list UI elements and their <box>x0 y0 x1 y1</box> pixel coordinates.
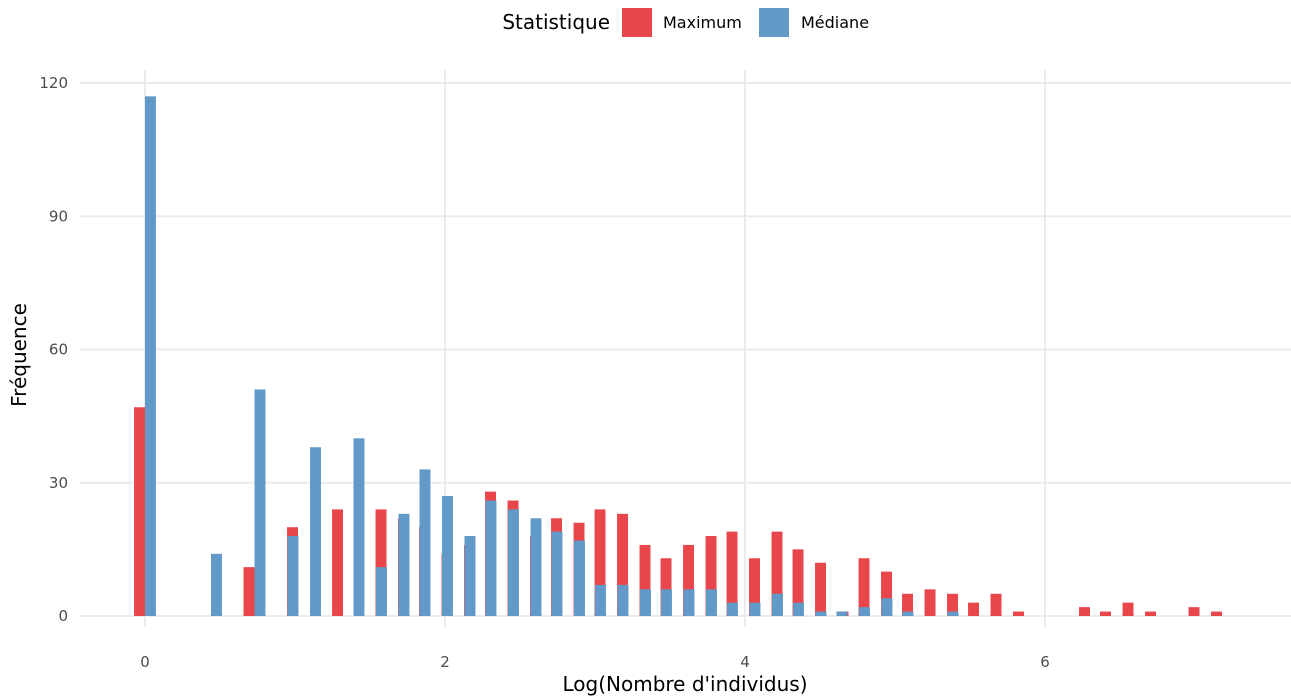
bar-mediane <box>617 584 629 616</box>
bar-mediane <box>376 567 387 616</box>
x-tick-label: 2 <box>440 653 450 671</box>
y-tick-label: 60 <box>49 341 68 359</box>
bar-maximum <box>1013 611 1024 616</box>
bar-mediane <box>464 536 476 616</box>
legend-label-mediane: Médiane <box>801 13 869 32</box>
bar-mediane <box>508 509 519 616</box>
x-axis-ticks: 0 2 4 6 <box>140 653 1050 671</box>
bar-maximum <box>332 509 343 616</box>
legend-title: Statistique <box>502 10 610 34</box>
bar-maximum <box>617 513 628 616</box>
x-tick-label: 0 <box>140 653 150 671</box>
bar-maximum <box>1100 611 1111 616</box>
bar-maximum <box>726 531 738 616</box>
bar-maximum <box>881 571 892 616</box>
x-tick-label: 4 <box>740 653 750 671</box>
bar-mediane <box>310 447 321 616</box>
bar-maximum <box>683 544 694 616</box>
bar-mediane <box>793 602 804 616</box>
bars <box>134 96 1222 617</box>
bar-maximum <box>243 567 255 616</box>
bar-mediane <box>485 500 497 616</box>
bar-maximum <box>1122 602 1134 616</box>
bar-maximum <box>968 602 979 616</box>
bar-mediane <box>683 589 695 616</box>
bar-maximum <box>639 544 651 616</box>
bar-mediane <box>419 469 431 616</box>
bar-maximum <box>771 531 783 616</box>
bar-mediane <box>772 593 783 616</box>
bar-maximum <box>858 558 870 616</box>
legend-swatch-mediane <box>759 8 789 37</box>
y-tick-label: 0 <box>58 607 68 625</box>
bar-maximum <box>594 509 606 616</box>
bar-mediane <box>706 589 717 616</box>
bar-maximum <box>705 536 717 616</box>
bar-mediane <box>836 611 848 616</box>
bar-maximum <box>924 589 936 616</box>
legend-swatch-maximum <box>622 8 652 37</box>
y-tick-label: 30 <box>49 474 68 492</box>
bar-mediane <box>859 607 870 616</box>
legend-label-maximum: Maximum <box>663 13 742 32</box>
bar-mediane <box>727 602 738 616</box>
bar-maximum <box>660 558 672 616</box>
bar-maximum <box>902 593 913 616</box>
bar-maximum <box>134 407 145 616</box>
bar-maximum <box>1211 611 1222 616</box>
y-axis-title: Fréquence <box>7 303 31 407</box>
bar-mediane <box>595 584 606 616</box>
bar-mediane <box>947 611 959 616</box>
bar-maximum <box>1079 607 1090 616</box>
y-tick-label: 120 <box>39 74 68 92</box>
y-tick-label: 90 <box>49 207 68 225</box>
bar-mediane <box>640 589 651 616</box>
bar-mediane <box>749 602 761 616</box>
bar-mediane <box>881 598 893 616</box>
bar-mediane <box>254 389 266 616</box>
bar-maximum <box>990 593 1002 616</box>
bar-mediane <box>353 438 365 616</box>
bar-mediane <box>574 540 585 616</box>
bar-mediane <box>530 518 542 616</box>
bar-mediane <box>442 496 453 616</box>
bar-mediane <box>551 531 563 616</box>
bar-mediane <box>398 513 410 616</box>
bar-mediane <box>145 96 156 616</box>
bar-maximum <box>792 549 804 617</box>
x-axis-title: Log(Nombre d'individus) <box>562 672 807 696</box>
bar-maximum <box>1188 607 1200 616</box>
bar-mediane <box>211 553 222 616</box>
bar-maximum <box>1145 611 1156 616</box>
bar-mediane <box>661 589 672 616</box>
bar-mediane <box>815 611 827 616</box>
bar-mediane <box>902 611 914 616</box>
bar-maximum <box>375 509 387 616</box>
x-tick-label: 6 <box>1040 653 1050 671</box>
y-axis-ticks: 0 30 60 90 120 <box>39 74 68 625</box>
bar-maximum <box>815 562 826 616</box>
bar-mediane <box>287 536 299 616</box>
bar-maximum <box>749 558 760 616</box>
legend: Statistique Maximum Médiane <box>502 8 869 37</box>
bar-maximum <box>947 593 958 616</box>
